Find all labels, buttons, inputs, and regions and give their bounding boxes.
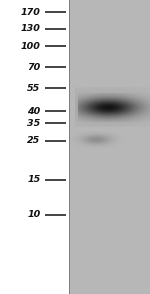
Text: 10: 10: [27, 210, 40, 219]
Text: 25: 25: [27, 136, 40, 145]
Text: 40: 40: [27, 107, 40, 116]
Text: 100: 100: [21, 42, 40, 51]
Text: 70: 70: [27, 63, 40, 71]
Text: 15: 15: [27, 176, 40, 184]
Text: 35: 35: [27, 119, 40, 128]
Text: 130: 130: [21, 24, 40, 33]
Text: 55: 55: [27, 84, 40, 93]
Text: 170: 170: [21, 8, 40, 17]
